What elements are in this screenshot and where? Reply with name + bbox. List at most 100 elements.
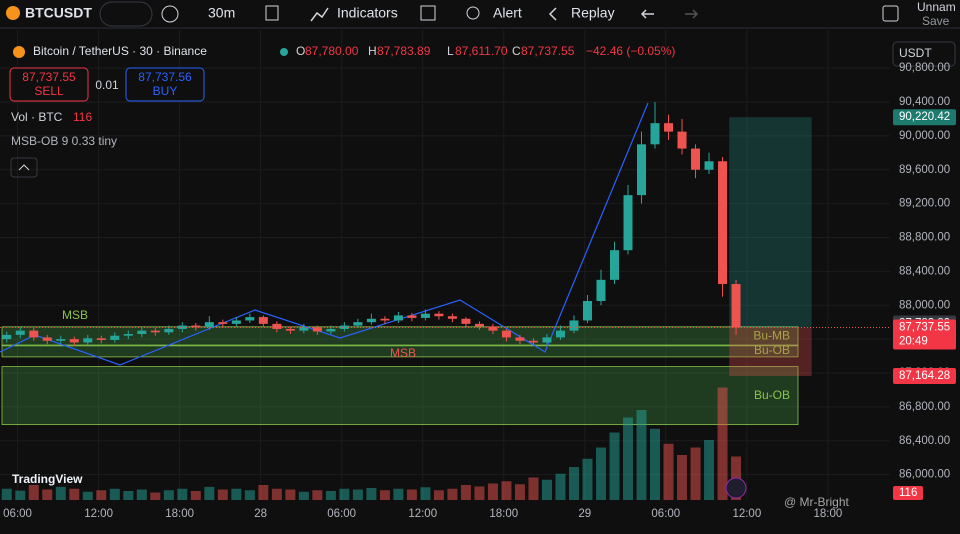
y-tick-label: 88,800.00	[899, 232, 950, 244]
x-tick-label: 29	[578, 508, 591, 520]
candle-body	[677, 131, 687, 149]
watchlist-btn[interactable]	[99, 1, 153, 27]
x-tick-label: 18:00	[813, 508, 842, 520]
position-stop	[729, 327, 812, 376]
layout-name[interactable]: Unnam	[917, 0, 956, 14]
candle-body	[434, 313, 444, 317]
volume-bar	[285, 489, 296, 500]
volume-bar	[325, 491, 336, 500]
volume-bar	[487, 483, 498, 500]
volume-bar	[609, 432, 620, 500]
candle-body	[2, 334, 12, 340]
add-btn[interactable]	[161, 5, 179, 23]
layouts-btn[interactable]	[420, 5, 436, 21]
candle-body	[555, 330, 565, 338]
toolbar	[0, 0, 960, 28]
volume-bar	[582, 458, 593, 500]
legend-open: 87,780.00	[305, 44, 359, 58]
order-block	[1, 366, 799, 426]
volume-bar	[555, 473, 566, 500]
y-tick-label: 88,400.00	[899, 265, 950, 277]
volume-bar	[568, 467, 579, 500]
legend-change: −42.46 (−0.05%)	[586, 44, 675, 58]
volume-bar	[217, 489, 228, 500]
candle-body	[204, 322, 214, 328]
x-tick-label: 18:00	[489, 508, 518, 520]
volume-bar	[42, 489, 53, 500]
volume-bar	[690, 447, 701, 500]
volume-bar	[339, 488, 350, 500]
volume-bar	[15, 490, 26, 500]
candle-body	[191, 325, 201, 328]
volume-bar	[136, 489, 147, 500]
candle-body	[420, 313, 430, 318]
coin-icon	[13, 46, 25, 58]
currency-btn[interactable]	[892, 41, 956, 67]
position-target	[729, 117, 812, 328]
save-status[interactable]: Save	[922, 14, 950, 28]
y-tick-label: 89,600.00	[899, 164, 950, 176]
candle-body	[731, 284, 741, 328]
candle-body	[637, 144, 647, 196]
buy-label[interactable]: BUY	[153, 84, 178, 98]
order-block	[1, 326, 799, 347]
candle-body	[353, 322, 363, 326]
candle-body	[528, 340, 538, 343]
volume-bar	[474, 486, 485, 500]
candle-body	[501, 330, 511, 338]
countdown: 20:49	[899, 335, 928, 347]
candle-body	[272, 323, 282, 329]
sell-label[interactable]: SELL	[34, 84, 64, 98]
volume-bar	[163, 490, 174, 500]
symbol[interactable]: BTCUSDT	[25, 5, 92, 21]
alert-btn[interactable]: Alert	[493, 5, 522, 21]
volume-bar	[177, 488, 188, 500]
buy-btn[interactable]	[125, 67, 205, 102]
sell-price[interactable]: 87,737.55	[22, 70, 76, 84]
candle-body	[704, 161, 714, 170]
candle-body	[393, 315, 403, 321]
candle-body	[29, 330, 39, 338]
volume-label-box	[893, 486, 923, 500]
x-tick-label: 06:00	[651, 508, 680, 520]
volume-bar	[55, 486, 66, 500]
buy-price[interactable]: 87,737.56	[138, 70, 192, 84]
candle-body	[231, 320, 241, 324]
candle-body	[488, 326, 498, 331]
candle-body	[380, 318, 390, 321]
x-tick-label: 06:00	[327, 508, 356, 520]
candle-body	[609, 250, 619, 280]
currency[interactable]: USDT	[899, 46, 932, 60]
y-tick-label: 86,400.00	[899, 435, 950, 447]
undo-btn[interactable]	[640, 9, 654, 19]
redo-btn[interactable]	[685, 9, 699, 19]
y-tick-label: 90,400.00	[899, 96, 950, 108]
target-label: 90,220.42	[899, 111, 950, 123]
indicators-btn[interactable]: Indicators	[337, 5, 398, 21]
candle-body	[83, 338, 93, 343]
sell-btn[interactable]	[9, 67, 89, 102]
volume-bar	[636, 410, 647, 500]
candle-body	[366, 318, 376, 323]
chart-type-btn[interactable]	[265, 5, 279, 21]
stop-label-box	[893, 367, 956, 384]
last-price-label-box	[893, 319, 956, 350]
volume-bar	[677, 455, 688, 500]
volume-bar	[433, 490, 444, 500]
c-label: C	[512, 44, 521, 58]
volume-bar	[28, 485, 39, 500]
collapse-btn[interactable]	[10, 157, 38, 178]
candle-body	[123, 334, 133, 336]
candle-body	[718, 161, 728, 285]
lightning-btn[interactable]	[725, 477, 747, 499]
candle-body	[515, 337, 525, 341]
legend-high: 87,783.89	[377, 44, 431, 58]
candle-body	[339, 325, 349, 329]
y-tick-label: 88,000.00	[899, 299, 950, 311]
replay-btn[interactable]: Replay	[571, 5, 615, 21]
candle-body	[542, 337, 552, 343]
interval[interactable]: 30m	[208, 5, 235, 21]
candle-body	[691, 148, 701, 170]
candle-body	[447, 316, 457, 319]
